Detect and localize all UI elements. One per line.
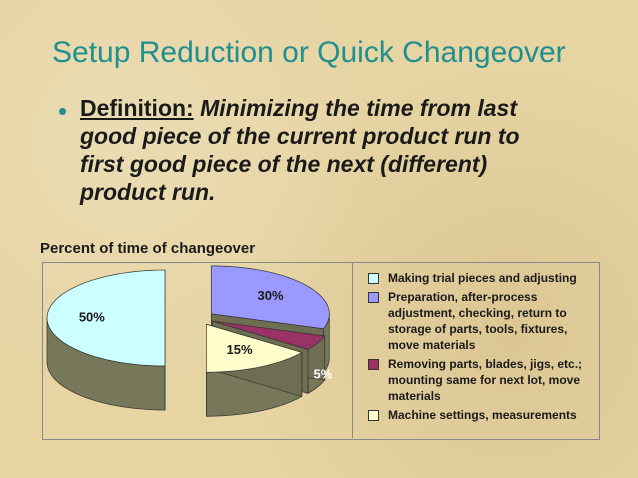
data-label: 15% (227, 342, 253, 357)
legend-swatch (368, 273, 379, 284)
legend-swatch (368, 359, 379, 370)
bullet-text: Minimizing the time from last good piece… (80, 95, 520, 205)
legend-item: Making trial pieces and adjusting (368, 270, 600, 286)
legend-swatch (368, 292, 379, 303)
legend-label: Machine settings, measurements (388, 408, 577, 422)
data-label: 50% (79, 309, 105, 324)
chart-frame (42, 262, 600, 440)
legend-item: Preparation, after-process adjustment, c… (368, 289, 600, 353)
legend-label: Removing parts, blades, jigs, etc.; moun… (388, 357, 583, 403)
data-label: 5% (313, 366, 332, 381)
legend-label: Preparation, after-process adjustment, c… (388, 290, 568, 352)
slide-title: Setup Reduction or Quick Changeover (52, 36, 566, 69)
pie-slice (212, 320, 326, 350)
bullet: Definition: Minimizing the time from las… (80, 94, 560, 206)
pie-slice (206, 323, 303, 373)
pie-slice (46, 269, 166, 367)
legend-item: Removing parts, blades, jigs, etc.; moun… (368, 356, 600, 404)
pie-slice (210, 265, 330, 330)
data-label: 30% (257, 288, 283, 303)
legend: Making trial pieces and adjusting Prepara… (368, 270, 600, 426)
legend-swatch (368, 410, 379, 421)
bullet-label: Definition: (80, 95, 194, 121)
chart-title: Percent of time of changeover (40, 240, 256, 257)
legend-item: Machine settings, measurements (368, 407, 600, 423)
legend-label: Making trial pieces and adjusting (388, 271, 577, 285)
bullet-dot: • (58, 96, 68, 126)
legend-divider (352, 262, 353, 438)
